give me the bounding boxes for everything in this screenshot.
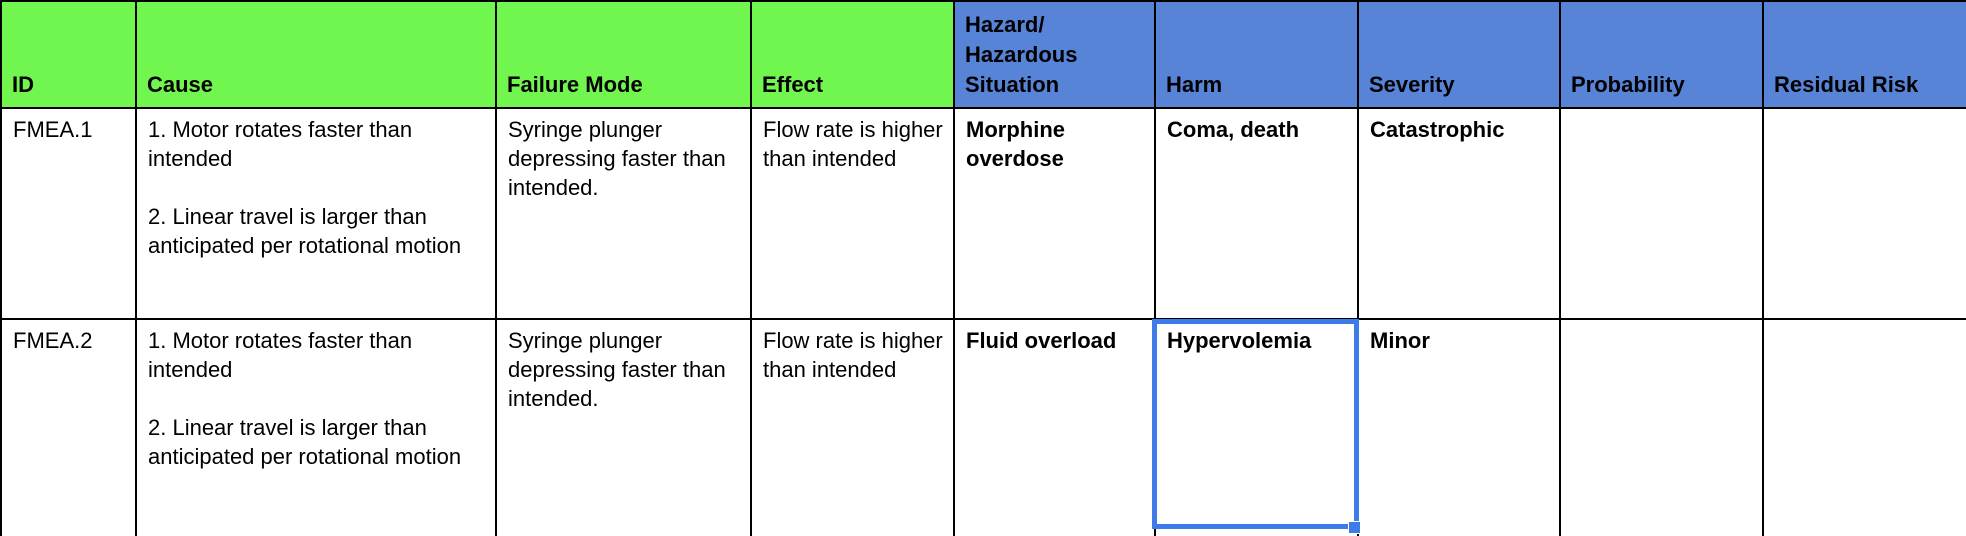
cell-fmea1-residual-risk[interactable] xyxy=(1762,107,1966,320)
cell-fmea1-effect[interactable]: Flow rate is higher than intended xyxy=(750,107,955,320)
column-header-failure-mode[interactable]: Failure Mode xyxy=(495,0,752,109)
table-row-fmea1: FMEA.1 1. Motor rotates faster than inte… xyxy=(0,107,1966,320)
cell-fmea1-probability[interactable] xyxy=(1559,107,1764,320)
cell-fmea2-failure-mode[interactable]: Syringe plunger depressing faster than i… xyxy=(495,318,752,536)
column-header-hazard-situation[interactable]: Hazard/ Hazardous Situation xyxy=(953,0,1156,109)
cell-fmea2-id[interactable]: FMEA.2 xyxy=(0,318,137,536)
table-row-fmea2: FMEA.2 1. Motor rotates faster than inte… xyxy=(0,318,1966,536)
cell-fmea1-severity[interactable]: Catastrophic xyxy=(1357,107,1561,320)
header-row: ID Cause Failure Mode Effect Hazard/ Haz… xyxy=(0,0,1966,109)
column-header-severity[interactable]: Severity xyxy=(1357,0,1561,109)
cell-fmea1-id[interactable]: FMEA.1 xyxy=(0,107,137,320)
cell-fmea1-hazard-situation[interactable]: Morphine overdose xyxy=(953,107,1156,320)
cell-fmea2-probability[interactable] xyxy=(1559,318,1764,536)
column-header-probability[interactable]: Probability xyxy=(1559,0,1764,109)
active-cell-selection-outline xyxy=(1152,319,1361,534)
column-header-effect[interactable]: Effect xyxy=(750,0,955,109)
cell-fmea2-cause[interactable]: 1. Motor rotates faster than intended 2.… xyxy=(135,318,497,536)
selection-fill-handle[interactable] xyxy=(1348,521,1361,534)
cell-fmea1-cause[interactable]: 1. Motor rotates faster than intended 2.… xyxy=(135,107,497,320)
cell-fmea1-failure-mode[interactable]: Syringe plunger depressing faster than i… xyxy=(495,107,752,320)
column-header-cause[interactable]: Cause xyxy=(135,0,497,109)
cell-fmea1-harm[interactable]: Coma, death xyxy=(1154,107,1359,320)
cell-fmea2-harm[interactable]: Hypervolemia xyxy=(1154,318,1359,536)
cell-fmea2-residual-risk[interactable] xyxy=(1762,318,1966,536)
cell-fmea2-effect[interactable]: Flow rate is higher than intended xyxy=(750,318,955,536)
cell-fmea2-severity[interactable]: Minor xyxy=(1357,318,1561,536)
column-header-id[interactable]: ID xyxy=(0,0,137,109)
column-header-harm[interactable]: Harm xyxy=(1154,0,1359,109)
column-header-residual-risk[interactable]: Residual Risk xyxy=(1762,0,1966,109)
cell-fmea2-hazard-situation[interactable]: Fluid overload xyxy=(953,318,1156,536)
